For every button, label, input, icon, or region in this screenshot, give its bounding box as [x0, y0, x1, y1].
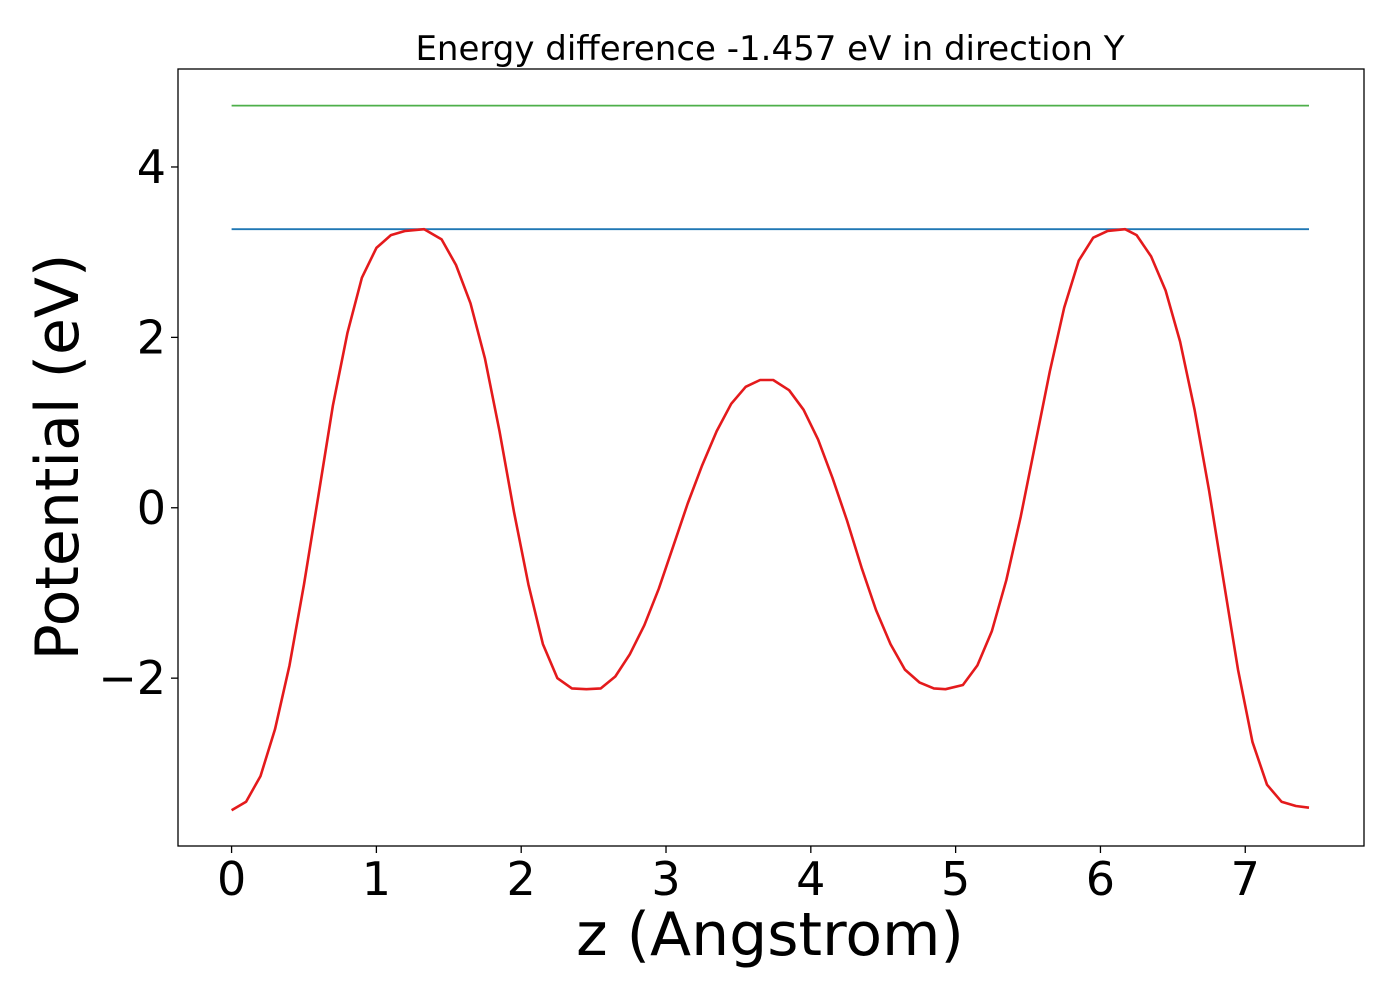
x-tick-label: 4 — [796, 852, 825, 906]
y-tick-label: −2 — [98, 651, 166, 705]
chart-title: Energy difference -1.457 eV in direction… — [415, 29, 1124, 69]
plot-area — [230, 104, 1310, 812]
y-tick-label: 4 — [137, 140, 166, 194]
plot-frame — [177, 68, 1365, 847]
y-axis-ticks: −2 0 2 4 — [98, 140, 178, 705]
x-tick-label: 1 — [362, 852, 391, 906]
potential-curve — [230, 227, 1310, 812]
y-axis-label: Potential (eV) — [23, 254, 93, 661]
x-tick-label: 2 — [507, 852, 536, 906]
x-axis-label: z (Angstrom) — [576, 900, 964, 970]
x-tick-label: 5 — [941, 852, 970, 906]
x-tick-label: 6 — [1086, 852, 1115, 906]
x-tick-label: 7 — [1231, 852, 1260, 906]
y-tick-label: 2 — [137, 310, 166, 364]
x-tick-label: 0 — [217, 852, 246, 906]
y-tick-label: 0 — [137, 481, 166, 535]
x-tick-label: 3 — [651, 852, 680, 906]
x-axis-ticks: 0 1 2 3 4 5 6 7 — [217, 846, 1260, 906]
